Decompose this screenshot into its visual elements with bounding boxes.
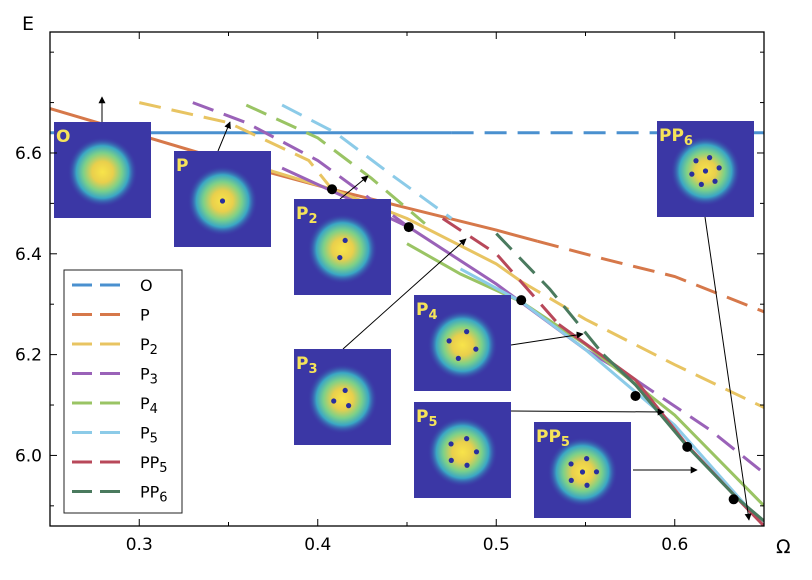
vortex-core: [584, 456, 590, 462]
vortex-core: [473, 346, 479, 352]
series-P2-dashed2: [520, 280, 764, 409]
density-blob: [307, 364, 378, 434]
inset-P3: P3: [294, 349, 391, 445]
y-tick-label: 6.4: [15, 245, 42, 265]
state-point-6: [728, 494, 739, 505]
vortex-core: [568, 461, 574, 467]
legend-label-P4: P4: [140, 394, 158, 417]
state-point-4: [630, 390, 641, 401]
legend-label-P3: P3: [140, 365, 158, 388]
density-blob: [427, 417, 498, 487]
vortex-core: [448, 441, 454, 447]
vortex-core: [593, 469, 600, 475]
density-blob: [67, 137, 138, 207]
inset-label-PP5: PP5: [536, 427, 570, 450]
legend-label-P: P: [140, 306, 150, 325]
y-tick-label: 6.2: [15, 346, 42, 366]
x-axis-label: Ω: [776, 536, 791, 558]
vortex-core: [342, 387, 348, 394]
vortex-core: [698, 181, 704, 187]
inset-arrow-4: [510, 331, 584, 346]
state-point-5: [682, 441, 693, 452]
vortex-core: [716, 165, 722, 171]
vortex-core: [219, 198, 226, 204]
state-point-1: [327, 184, 338, 195]
y-tick-label: 6.6: [15, 144, 42, 164]
vortex-core: [568, 477, 574, 483]
state-point-3: [516, 295, 527, 306]
x-tick-label: 0.6: [661, 535, 688, 555]
inset-P4: P4: [414, 295, 511, 391]
series-P4-solid: [406, 242, 764, 507]
vortex-core: [702, 168, 709, 174]
vortex-core: [337, 254, 343, 261]
y-tick-label: 6.0: [15, 446, 42, 466]
series-P4-dashed: [245, 103, 426, 225]
vortex-core: [473, 449, 480, 455]
inset-arrow-7: [704, 216, 752, 521]
vortex-core: [712, 178, 718, 184]
vortex-core: [464, 436, 470, 442]
x-tick-label: 0.3: [126, 535, 153, 555]
legend-label-P2: P2: [140, 335, 158, 358]
state-point-2: [403, 222, 414, 233]
series-P3-dashed2: [634, 378, 764, 475]
series-PP6-dashed: [495, 232, 605, 356]
inset-label-P: P: [176, 156, 188, 176]
inset-PP6: PP6: [657, 121, 754, 217]
vortex-core: [464, 329, 470, 335]
series-PP5-dashed: [441, 217, 560, 326]
y-axis-label: E: [22, 13, 34, 35]
legend-label-O: O: [140, 276, 153, 295]
legend-label-PP5: PP5: [140, 453, 168, 476]
inset-arrow-5: [510, 408, 665, 416]
inset-arrow-3: [342, 238, 467, 350]
series-P5-solid: [459, 267, 764, 526]
inset-PP5: PP5: [534, 422, 631, 518]
density-blob: [307, 214, 378, 284]
vortex-core: [689, 171, 695, 177]
vortex-core: [446, 338, 452, 344]
vortex-core: [342, 237, 348, 244]
series-P2-dashed: [138, 101, 334, 191]
inset-arrows: [98, 96, 752, 521]
legend: OP P2 P3 P4 P5 PP5 PP6: [63, 269, 183, 514]
vortex-core: [331, 398, 337, 404]
inset-P2: P2: [294, 199, 391, 295]
vortex-core: [346, 403, 352, 409]
legend-box: [63, 269, 183, 514]
series-P3-solid: [281, 166, 637, 382]
inset-arrow-2: [339, 175, 369, 200]
inset-label-P2: P2: [296, 204, 318, 227]
inset-P: P: [174, 151, 271, 247]
axis-ticks: 0.3 0.4 0.5 0.6 6.0 6.2 6.4 6.6: [15, 32, 765, 555]
inset-P5: P5: [414, 402, 511, 498]
inset-arrow-1: [217, 121, 231, 152]
vortex-core: [455, 355, 461, 361]
vortex-core: [579, 469, 586, 475]
inset-label-P4: P4: [416, 300, 438, 323]
vortex-core: [693, 158, 699, 164]
inset-label-PP6: PP6: [659, 126, 693, 149]
legend-label-PP6: PP6: [140, 483, 168, 506]
inset-O: O: [54, 122, 151, 218]
x-tick-label: 0.5: [483, 535, 510, 555]
series-P5-dashed: [281, 103, 453, 220]
density-blob: [427, 310, 498, 380]
legend-label-P5: P5: [140, 424, 158, 447]
series-P-dashed: [536, 239, 764, 314]
inset-label-O: O: [56, 127, 70, 147]
series-P2-solid: [228, 156, 523, 283]
x-tick-label: 0.4: [304, 535, 331, 555]
vortex-core: [584, 482, 590, 488]
inset-label-P3: P3: [296, 354, 318, 377]
vortex-core: [464, 462, 470, 468]
vortex-core: [707, 155, 713, 161]
vortex-core: [448, 457, 454, 463]
inset-label-P5: P5: [416, 407, 438, 430]
